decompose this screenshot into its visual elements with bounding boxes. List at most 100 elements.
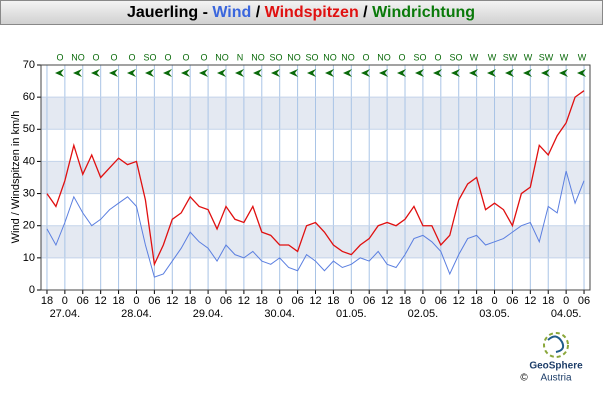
wind-direction-arrow xyxy=(433,69,442,77)
x-tick-label: 06 xyxy=(77,295,89,307)
title-part: Windspitzen xyxy=(265,4,359,21)
wind-direction-label: NO xyxy=(215,52,229,62)
x-tick-label: 0 xyxy=(491,295,497,307)
wind-direction-label: O xyxy=(182,52,189,62)
wind-direction-label: NO xyxy=(287,52,301,62)
wind-direction-arrow xyxy=(145,69,154,77)
wind-direction-arrow xyxy=(505,69,514,77)
x-tick-label: 12 xyxy=(381,295,393,307)
wind-direction-label: O xyxy=(200,52,207,62)
wind-direction-arrow xyxy=(253,69,262,77)
wind-direction-arrow xyxy=(73,69,82,77)
wind-direction-arrow xyxy=(55,69,64,77)
title-part: / xyxy=(251,4,264,21)
wind-direction-label: O xyxy=(56,52,63,62)
wind-direction-arrow xyxy=(325,69,334,77)
wind-direction-arrow xyxy=(379,69,388,77)
wind-direction-arrow xyxy=(217,69,226,77)
x-tick-label: 06 xyxy=(363,295,375,307)
wind-direction-arrow xyxy=(361,69,370,77)
wind-direction-arrow xyxy=(181,69,190,77)
x-tick-label: 12 xyxy=(453,295,465,307)
x-tick-label: 18 xyxy=(256,295,268,307)
wind-direction-label: O xyxy=(164,52,171,62)
x-tick-label: 12 xyxy=(95,295,107,307)
wind-direction-arrow xyxy=(307,69,316,77)
wind-direction-label: O xyxy=(110,52,117,62)
date-label: 03.05. xyxy=(479,308,510,320)
wind-direction-arrow xyxy=(397,69,406,77)
x-tick-label: 18 xyxy=(542,295,554,307)
wind-direction-label: O xyxy=(128,52,135,62)
x-tick-label: 0 xyxy=(563,295,569,307)
x-tick-label: 12 xyxy=(238,295,250,307)
wind-direction-label: NO xyxy=(341,52,355,62)
wind-direction-label: W xyxy=(488,52,497,62)
wind-direction-label: SO xyxy=(143,52,156,62)
wind-direction-arrow xyxy=(289,69,298,77)
x-tick-label: 18 xyxy=(399,295,411,307)
title-part: Jauerling - xyxy=(127,4,212,21)
wind-direction-label: N xyxy=(237,52,244,62)
date-label: 27.04. xyxy=(50,308,81,320)
x-tick-label: 0 xyxy=(62,295,68,307)
date-label: 28.04. xyxy=(121,308,152,320)
wind-direction-arrow xyxy=(487,69,496,77)
y-tick-label: 40 xyxy=(23,155,35,167)
wind-direction-arrow xyxy=(109,69,118,77)
wind-direction-arrow xyxy=(127,69,136,77)
date-label: 02.05. xyxy=(408,308,439,320)
wind-direction-label: W xyxy=(560,52,569,62)
wind-direction-arrow xyxy=(163,69,172,77)
title-part: Wind xyxy=(212,4,251,21)
wind-direction-arrow xyxy=(559,69,568,77)
series-line xyxy=(46,90,585,267)
x-tick-label: 06 xyxy=(148,295,160,307)
wind-direction-arrow xyxy=(199,69,208,77)
y-tick-label: 50 xyxy=(23,123,35,135)
wind-direction-label: SW xyxy=(503,52,518,62)
x-tick-label: 0 xyxy=(133,295,139,307)
wind-direction-label: W xyxy=(578,52,587,62)
x-tick-label: 0 xyxy=(205,295,211,307)
y-axis-label: Wind / Windspitzen in km/h xyxy=(10,111,22,244)
wind-direction-label: O xyxy=(362,52,369,62)
x-tick-label: 18 xyxy=(112,295,124,307)
x-tick-label: 12 xyxy=(524,295,536,307)
y-tick-label: 60 xyxy=(23,91,35,103)
wind-direction-label: NO xyxy=(323,52,337,62)
wind-direction-label: O xyxy=(398,52,405,62)
x-tick-label: 06 xyxy=(291,295,303,307)
wind-direction-arrow xyxy=(523,69,532,77)
logo-text: GeoSphere xyxy=(529,361,583,372)
y-tick-label: 20 xyxy=(23,220,35,232)
wind-direction-label: O xyxy=(434,52,441,62)
x-tick-label: 06 xyxy=(435,295,447,307)
wind-direction-label: SO xyxy=(449,52,462,62)
wind-direction-arrow xyxy=(415,69,424,77)
date-label: 04.05. xyxy=(551,308,582,320)
wind-direction-label: O xyxy=(92,52,99,62)
x-tick-label: 0 xyxy=(277,295,283,307)
wind-direction-arrow xyxy=(541,69,550,77)
title-part: / xyxy=(359,4,372,21)
x-tick-label: 12 xyxy=(166,295,178,307)
wind-direction-arrow xyxy=(235,69,244,77)
x-tick-label: 06 xyxy=(220,295,232,307)
series-line xyxy=(46,170,585,278)
y-tick-label: 10 xyxy=(23,252,35,264)
title-part: Windrichtung xyxy=(372,4,475,21)
x-tick-label: 06 xyxy=(506,295,518,307)
wind-direction-label: NO xyxy=(377,52,391,62)
y-tick-label: 70 xyxy=(23,59,35,71)
wind-direction-label: SO xyxy=(305,52,318,62)
y-tick-label: 0 xyxy=(29,284,35,296)
wind-direction-arrow xyxy=(343,69,352,77)
title-bar xyxy=(0,0,603,25)
wind-direction-label: NO xyxy=(251,52,265,62)
x-tick-label: 12 xyxy=(309,295,321,307)
x-tick-label: 0 xyxy=(420,295,426,307)
x-tick-label: 18 xyxy=(470,295,482,307)
x-tick-label: 0 xyxy=(348,295,354,307)
